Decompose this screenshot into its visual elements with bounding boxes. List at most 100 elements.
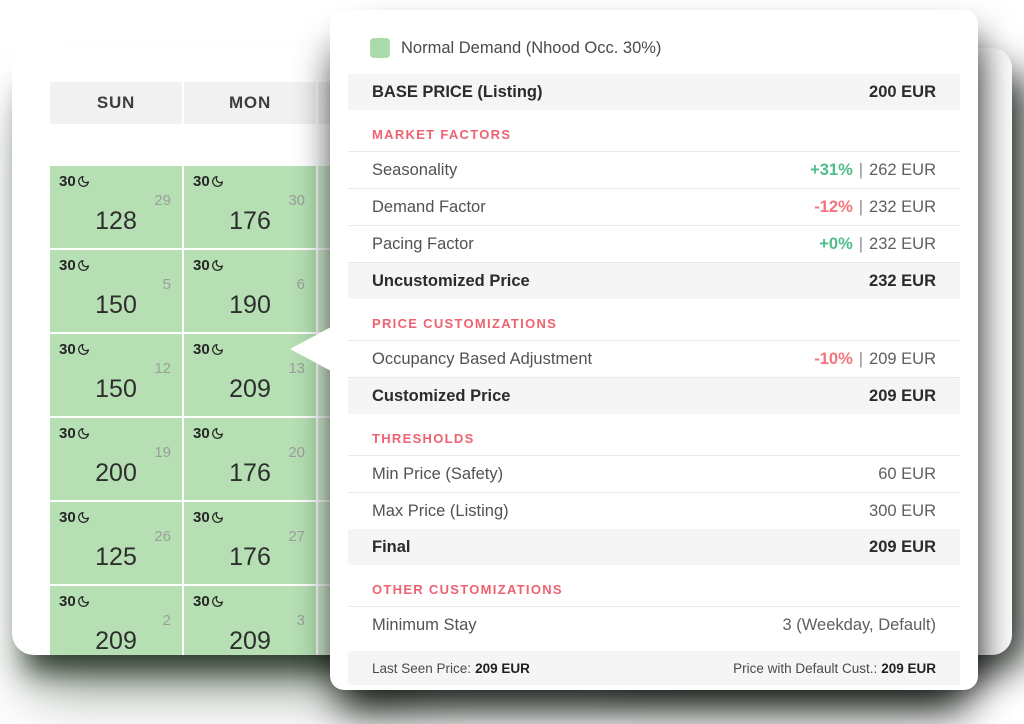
min-nights-badge: 30: [59, 257, 90, 274]
value-separator: |: [858, 160, 864, 179]
pacing-factor-pct: +0%: [819, 234, 853, 253]
demand-legend: Normal Demand (Nhood Occ. 30%): [370, 38, 960, 58]
demand-color-swatch: [370, 38, 390, 58]
last-seen-price-label: Last Seen Price:: [372, 660, 472, 676]
nights-count: 30: [59, 425, 76, 442]
section-thresholds: THRESHOLDS: [372, 431, 475, 446]
calendar-day-cell[interactable]: 30 29 128: [50, 166, 182, 248]
day-number: 3: [296, 612, 305, 629]
demand-factor-row: Demand Factor -12% | 232 EUR: [348, 188, 960, 225]
day-price: 176: [229, 543, 271, 571]
default-cust-price-label: Price with Default Cust.:: [733, 660, 878, 676]
pacing-factor-amount: 232 EUR: [869, 234, 936, 253]
moon-icon: [211, 343, 223, 355]
seasonality-label: Seasonality: [372, 160, 458, 179]
nights-count: 30: [193, 341, 210, 358]
nights-count: 30: [193, 425, 210, 442]
day-price: 176: [229, 207, 271, 235]
value-separator: |: [858, 349, 864, 368]
demand-factor-label: Demand Factor: [372, 197, 486, 216]
base-price-label: BASE PRICE (Listing): [372, 82, 543, 101]
price-breakdown-popover: Normal Demand (Nhood Occ. 30%) BASE PRIC…: [290, 10, 978, 690]
final-price-row: Final 209 EUR: [348, 529, 960, 565]
moon-icon: [77, 595, 89, 607]
calendar-day-cell[interactable]: 30 26 125: [50, 502, 182, 584]
min-nights-badge: 30: [59, 509, 90, 526]
popover-footer: Last Seen Price: 209 EUR Price with Defa…: [348, 651, 960, 685]
day-price: 190: [229, 291, 271, 319]
nights-count: 30: [193, 509, 210, 526]
calendar-day-cell[interactable]: 30 5 150: [50, 250, 182, 332]
day-price: 150: [95, 291, 137, 319]
calendar-day-cell[interactable]: 30 2 209: [50, 586, 182, 655]
day-price: 209: [229, 375, 271, 403]
day-number: 29: [154, 192, 171, 209]
day-header-mon: MON: [184, 82, 316, 124]
minimum-stay-label: Minimum Stay: [372, 615, 477, 634]
nights-count: 30: [193, 257, 210, 274]
demand-factor-pct: -12%: [814, 197, 853, 216]
moon-icon: [77, 511, 89, 523]
moon-icon: [211, 595, 223, 607]
min-price-value: 60 EUR: [878, 464, 936, 483]
default-cust-price: Price with Default Cust.: 209 EUR: [733, 661, 936, 676]
nights-count: 30: [59, 509, 76, 526]
calendar-day-cell[interactable]: 30 12 150: [50, 334, 182, 416]
day-number: 26: [154, 528, 171, 545]
day-price: 200: [95, 459, 137, 487]
day-number: 30: [288, 192, 305, 209]
min-nights-badge: 30: [193, 341, 224, 358]
day-price: 128: [95, 207, 137, 235]
moon-icon: [211, 427, 223, 439]
min-nights-badge: 30: [59, 173, 90, 190]
day-price: 209: [95, 627, 137, 655]
day-number: 12: [154, 360, 171, 377]
moon-icon: [211, 259, 223, 271]
pacing-factor-row: Pacing Factor +0% | 232 EUR: [348, 225, 960, 263]
day-price: 125: [95, 543, 137, 571]
moon-icon: [77, 175, 89, 187]
calendar-day-cell[interactable]: 30 20 176: [184, 418, 316, 500]
day-price: 176: [229, 459, 271, 487]
day-header-sun: SUN: [50, 82, 182, 124]
min-nights-badge: 30: [59, 425, 90, 442]
demand-factor-amount: 232 EUR: [869, 197, 936, 216]
nights-count: 30: [59, 341, 76, 358]
section-market-factors: MARKET FACTORS: [372, 127, 512, 142]
nights-count: 30: [59, 173, 76, 190]
uncustomized-price-value: 232 EUR: [869, 271, 936, 290]
calendar-day-cell[interactable]: 30 30 176: [184, 166, 316, 248]
customized-price-value: 209 EUR: [869, 386, 936, 405]
max-price-row: Max Price (Listing) 300 EUR: [348, 492, 960, 529]
calendar-day-cell[interactable]: 30 3 209: [184, 586, 316, 655]
nights-count: 30: [59, 257, 76, 274]
day-price: 209: [229, 627, 271, 655]
day-number: 19: [154, 444, 171, 461]
final-price-label: Final: [372, 537, 411, 556]
demand-label: Normal Demand (Nhood Occ. 30%): [401, 38, 662, 57]
day-number: 20: [288, 444, 305, 461]
moon-icon: [77, 259, 89, 271]
occupancy-adjustment-row: Occupancy Based Adjustment -10% | 209 EU…: [348, 340, 960, 378]
calendar-day-cell[interactable]: 30 19 200: [50, 418, 182, 500]
section-price-customizations: PRICE CUSTOMIZATIONS: [372, 316, 558, 331]
customized-price-label: Customized Price: [372, 386, 511, 405]
min-nights-badge: 30: [193, 173, 224, 190]
last-seen-price: Last Seen Price: 209 EUR: [372, 661, 530, 676]
min-nights-badge: 30: [59, 341, 90, 358]
moon-icon: [77, 427, 89, 439]
day-price: 150: [95, 375, 137, 403]
calendar-day-cell[interactable]: 30 6 190: [184, 250, 316, 332]
calendar-day-cell[interactable]: 30 27 176: [184, 502, 316, 584]
day-number: 2: [162, 612, 171, 629]
min-nights-badge: 30: [59, 593, 90, 610]
max-price-label: Max Price (Listing): [372, 501, 509, 520]
uncustomized-price-row: Uncustomized Price 232 EUR: [348, 263, 960, 299]
default-cust-price-value: 209 EUR: [881, 660, 936, 676]
value-separator: |: [858, 234, 864, 253]
min-nights-badge: 30: [193, 425, 224, 442]
minimum-stay-row: Minimum Stay 3 (Weekday, Default): [348, 606, 960, 643]
base-price-value: 200 EUR: [869, 82, 936, 101]
occupancy-adjustment-value: -10% | 209 EUR: [814, 350, 936, 369]
demand-factor-value: -12% | 232 EUR: [814, 198, 936, 217]
